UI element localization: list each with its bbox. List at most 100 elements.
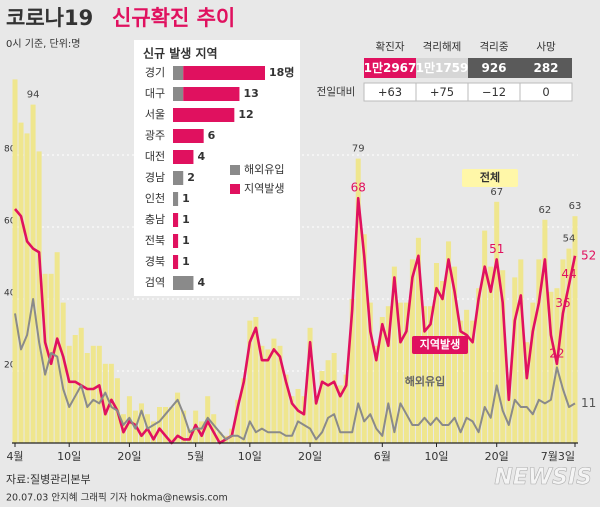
change-label: 전일대비 xyxy=(317,85,356,98)
bar xyxy=(452,266,458,443)
bar xyxy=(572,216,578,443)
bar xyxy=(440,281,446,443)
legend-swatch xyxy=(230,184,240,194)
stat-header: 격리해제 xyxy=(423,40,462,53)
bar xyxy=(427,306,433,443)
bar xyxy=(512,277,518,443)
bar xyxy=(66,345,72,443)
stat-total: 282 xyxy=(533,61,558,75)
bar xyxy=(536,259,542,443)
series-tag: 해외유입 xyxy=(405,374,445,388)
bar xyxy=(542,219,548,443)
bar xyxy=(403,302,409,443)
bar xyxy=(548,291,554,443)
bar xyxy=(72,335,78,443)
inset-category: 경기 xyxy=(145,66,165,79)
y-tick-label: 80 xyxy=(4,145,16,155)
bar xyxy=(96,345,102,443)
bar xyxy=(488,266,494,443)
bar xyxy=(247,320,253,443)
bar xyxy=(566,248,572,443)
stat-total: 1만2967 xyxy=(364,60,417,75)
title-main: 코로나19 xyxy=(6,6,93,30)
x-tick-label: 4월 xyxy=(6,450,23,463)
stat-box xyxy=(364,58,416,78)
x-tick-label: 6월 xyxy=(374,450,391,463)
x-tick-label: 10일 xyxy=(424,449,448,463)
bar xyxy=(367,302,373,443)
bar xyxy=(150,421,157,443)
series-tag: 전체 xyxy=(480,170,500,184)
bar xyxy=(530,302,536,443)
title-highlight: 신규확진 추이 xyxy=(112,6,235,30)
bar xyxy=(30,104,36,443)
inset-category: 인천 xyxy=(145,191,165,205)
stat-header: 격리중 xyxy=(480,40,509,53)
stat-change: −12 xyxy=(482,85,506,99)
x-tick-label: 10일 xyxy=(238,449,262,463)
data-label: 44 xyxy=(561,267,576,281)
bar xyxy=(301,396,307,443)
bar xyxy=(271,338,277,443)
inset-bar xyxy=(173,255,179,269)
bar xyxy=(211,414,217,443)
line xyxy=(14,298,576,441)
inset-bar xyxy=(173,192,179,206)
inset-total: 18명 xyxy=(269,65,294,79)
inset-category: 대구 xyxy=(145,87,165,100)
x-tick-label: 5월 xyxy=(187,450,204,463)
bar xyxy=(482,230,488,443)
bar xyxy=(494,201,500,443)
x-tick-label: 20일 xyxy=(485,449,509,463)
inset-bar xyxy=(173,276,194,290)
bar xyxy=(524,342,530,443)
bar xyxy=(90,345,96,443)
inset-total: 12 xyxy=(238,108,253,121)
bar xyxy=(217,432,223,443)
y-tick-label: 60 xyxy=(4,217,16,227)
inset-title: 신규 발생 지역 xyxy=(143,46,218,61)
bar xyxy=(60,302,66,443)
inset-bar xyxy=(173,150,194,164)
inset-category: 경남 xyxy=(145,171,165,184)
legend-label: 지역발생 xyxy=(244,182,284,195)
bar xyxy=(355,158,361,443)
data-label: 94 xyxy=(27,90,40,101)
series-tag-bg xyxy=(462,169,518,187)
inset-total: 1 xyxy=(182,192,190,205)
series-tag-bg xyxy=(412,336,468,354)
y-tick-label: 40 xyxy=(4,289,16,299)
inset-total: 4 xyxy=(197,276,205,289)
bar xyxy=(421,306,427,443)
bar xyxy=(84,353,90,443)
bar xyxy=(108,363,114,443)
credit: 20.07.03 안지혜 그래픽 기자 hokma@newsis.com xyxy=(6,492,228,504)
bar xyxy=(554,288,560,443)
bar xyxy=(241,378,247,443)
bar xyxy=(458,320,464,443)
data-label: 36 xyxy=(555,296,570,310)
inset-bar xyxy=(173,87,184,101)
bar xyxy=(500,270,506,443)
bar xyxy=(54,252,60,443)
inset-category: 충남 xyxy=(145,213,165,226)
y-tick-label: 20 xyxy=(4,361,16,371)
stats: 확진자 1만2967 +63 격리해제 1만1759 +75 격리중 926 −12 사망 282 0… xyxy=(317,40,573,102)
bar xyxy=(337,385,343,443)
inset-bar xyxy=(173,171,184,185)
inset-bar xyxy=(173,66,184,80)
bar xyxy=(464,309,470,443)
inset-category: 경북 xyxy=(145,255,165,268)
inset-total: 6 xyxy=(208,129,216,142)
inset-total: 2 xyxy=(187,171,195,184)
inset-total: 1 xyxy=(182,213,190,226)
stat-header: 사망 xyxy=(536,41,556,53)
bar xyxy=(470,320,476,443)
series-tag: 지역발생 xyxy=(420,337,460,351)
bar xyxy=(12,79,18,444)
data-label: 52 xyxy=(581,248,596,262)
stat-box xyxy=(520,58,572,78)
inset-category: 광주 xyxy=(145,129,165,142)
